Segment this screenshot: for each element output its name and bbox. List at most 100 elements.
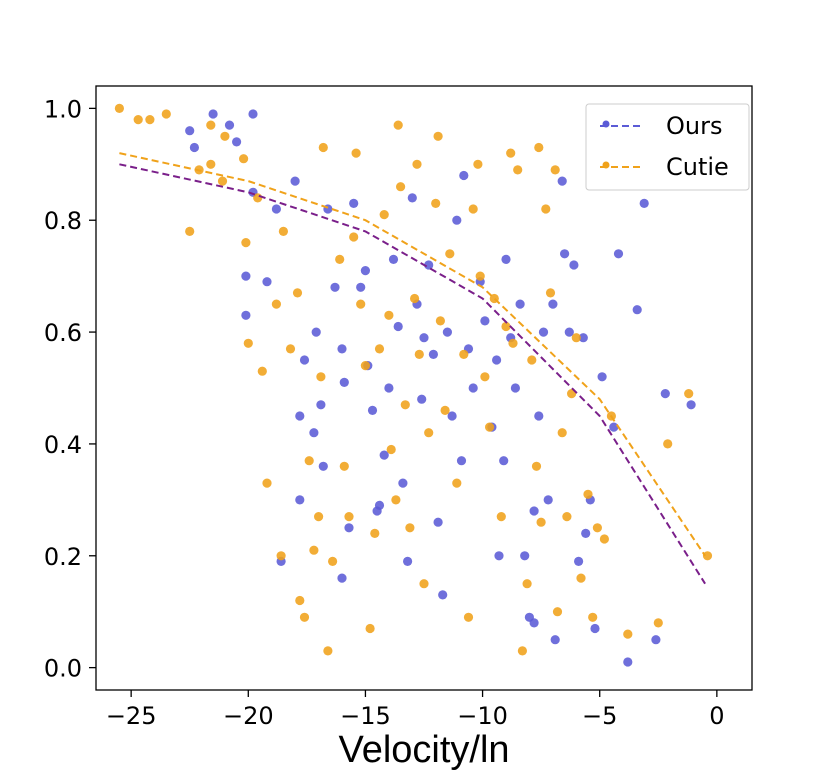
point-ours-2 bbox=[208, 109, 218, 119]
point-cutie-7 bbox=[217, 176, 228, 186]
point-ours-35 bbox=[403, 556, 413, 567]
point-cutie-13 bbox=[262, 478, 272, 488]
y-tick-label: 0.6 bbox=[44, 319, 82, 347]
legend: Ours Cutie bbox=[585, 103, 750, 191]
point-cutie-45 bbox=[424, 428, 434, 438]
point-cutie-78 bbox=[599, 534, 610, 544]
point-ours-91 bbox=[560, 249, 570, 259]
point-cutie-67 bbox=[541, 204, 551, 214]
point-ours-16 bbox=[309, 428, 319, 438]
point-ours-46 bbox=[456, 456, 467, 466]
point-cutie-65 bbox=[531, 461, 542, 471]
point-ours-70 bbox=[578, 333, 588, 343]
point-ours-4 bbox=[232, 137, 242, 147]
point-ours-60 bbox=[529, 506, 539, 516]
point-cutie-93 bbox=[473, 159, 483, 169]
point-cutie-95 bbox=[534, 142, 544, 153]
point-cutie-27 bbox=[339, 461, 349, 471]
point-ours-65 bbox=[550, 635, 560, 645]
point-ours-89 bbox=[494, 551, 504, 561]
point-cutie-14 bbox=[271, 299, 281, 309]
x-tick-label: −10 bbox=[457, 702, 508, 730]
point-ours-52 bbox=[492, 355, 502, 365]
point-cutie-46 bbox=[431, 198, 441, 208]
point-cutie-35 bbox=[379, 210, 389, 220]
point-ours-90 bbox=[529, 618, 539, 628]
y-tick-label: 0.4 bbox=[44, 431, 82, 459]
point-ours-67 bbox=[564, 327, 574, 337]
point-cutie-49 bbox=[445, 249, 455, 259]
point-ours-68 bbox=[569, 260, 579, 270]
point-cutie-89 bbox=[351, 148, 361, 158]
point-ours-0 bbox=[185, 126, 195, 136]
point-cutie-86 bbox=[220, 131, 230, 141]
point-cutie-55 bbox=[480, 372, 490, 382]
point-cutie-56 bbox=[485, 422, 495, 432]
point-cutie-29 bbox=[349, 232, 359, 242]
x-tick-label: 0 bbox=[709, 702, 724, 730]
point-ours-26 bbox=[356, 282, 366, 292]
point-cutie-91 bbox=[412, 159, 422, 169]
point-cutie-71 bbox=[562, 511, 572, 522]
point-ours-36 bbox=[407, 193, 417, 203]
point-cutie-26 bbox=[335, 254, 345, 264]
point-cutie-6 bbox=[206, 159, 216, 169]
point-cutie-58 bbox=[496, 511, 506, 522]
point-cutie-40 bbox=[400, 400, 410, 410]
point-cutie-20 bbox=[304, 456, 314, 466]
point-cutie-8 bbox=[239, 154, 249, 164]
point-ours-78 bbox=[623, 657, 633, 667]
y-tick-label: 1.0 bbox=[44, 95, 82, 123]
point-cutie-73 bbox=[571, 333, 581, 343]
point-cutie-74 bbox=[576, 573, 586, 583]
point-cutie-51 bbox=[459, 349, 469, 359]
point-cutie-68 bbox=[545, 288, 556, 298]
point-cutie-64 bbox=[527, 355, 537, 365]
x-tick-label: −5 bbox=[582, 702, 617, 730]
y-tick-label: 0.2 bbox=[44, 543, 82, 571]
trend-line-cutie bbox=[119, 152, 706, 557]
x-axis: −25 −20 −15 −10 −5 0 bbox=[106, 690, 724, 730]
point-ours-40 bbox=[428, 349, 438, 359]
point-cutie-96 bbox=[550, 165, 560, 175]
trend-line-ours bbox=[119, 163, 706, 585]
legend-label-cutie: Cutie bbox=[666, 153, 729, 181]
point-ours-21 bbox=[330, 282, 340, 292]
point-cutie-80 bbox=[623, 629, 633, 639]
point-cutie-9 bbox=[241, 238, 251, 248]
y-tick-label: 0.0 bbox=[44, 655, 82, 683]
point-cutie-54 bbox=[475, 271, 485, 281]
point-cutie-44 bbox=[419, 579, 429, 589]
point-cutie-48 bbox=[440, 405, 450, 415]
point-ours-15 bbox=[299, 355, 310, 365]
point-cutie-24 bbox=[323, 646, 333, 656]
point-cutie-62 bbox=[517, 646, 528, 656]
point-cutie-77 bbox=[592, 523, 603, 533]
point-cutie-15 bbox=[276, 551, 286, 561]
legend-label-ours: Ours bbox=[666, 112, 722, 140]
point-cutie-43 bbox=[414, 349, 424, 359]
point-ours-57 bbox=[515, 299, 525, 309]
plot-frame bbox=[95, 85, 753, 691]
point-cutie-23 bbox=[316, 372, 326, 382]
point-cutie-37 bbox=[386, 444, 396, 455]
y-tick-label: 0.8 bbox=[44, 207, 82, 235]
point-cutie-4 bbox=[185, 226, 195, 236]
point-cutie-84 bbox=[702, 551, 713, 561]
point-ours-50 bbox=[480, 316, 490, 326]
point-cutie-53 bbox=[468, 204, 478, 214]
points-layer bbox=[114, 103, 713, 667]
point-ours-23 bbox=[339, 377, 349, 387]
point-ours-10 bbox=[271, 204, 281, 214]
point-cutie-19 bbox=[299, 612, 310, 622]
point-cutie-2 bbox=[145, 115, 155, 125]
point-ours-83 bbox=[686, 400, 696, 410]
point-ours-88 bbox=[459, 170, 469, 181]
point-cutie-28 bbox=[344, 511, 354, 522]
point-ours-9 bbox=[262, 277, 272, 287]
point-cutie-33 bbox=[370, 528, 380, 539]
point-ours-44 bbox=[447, 411, 457, 421]
point-ours-86 bbox=[374, 500, 385, 510]
point-cutie-21 bbox=[309, 545, 319, 555]
